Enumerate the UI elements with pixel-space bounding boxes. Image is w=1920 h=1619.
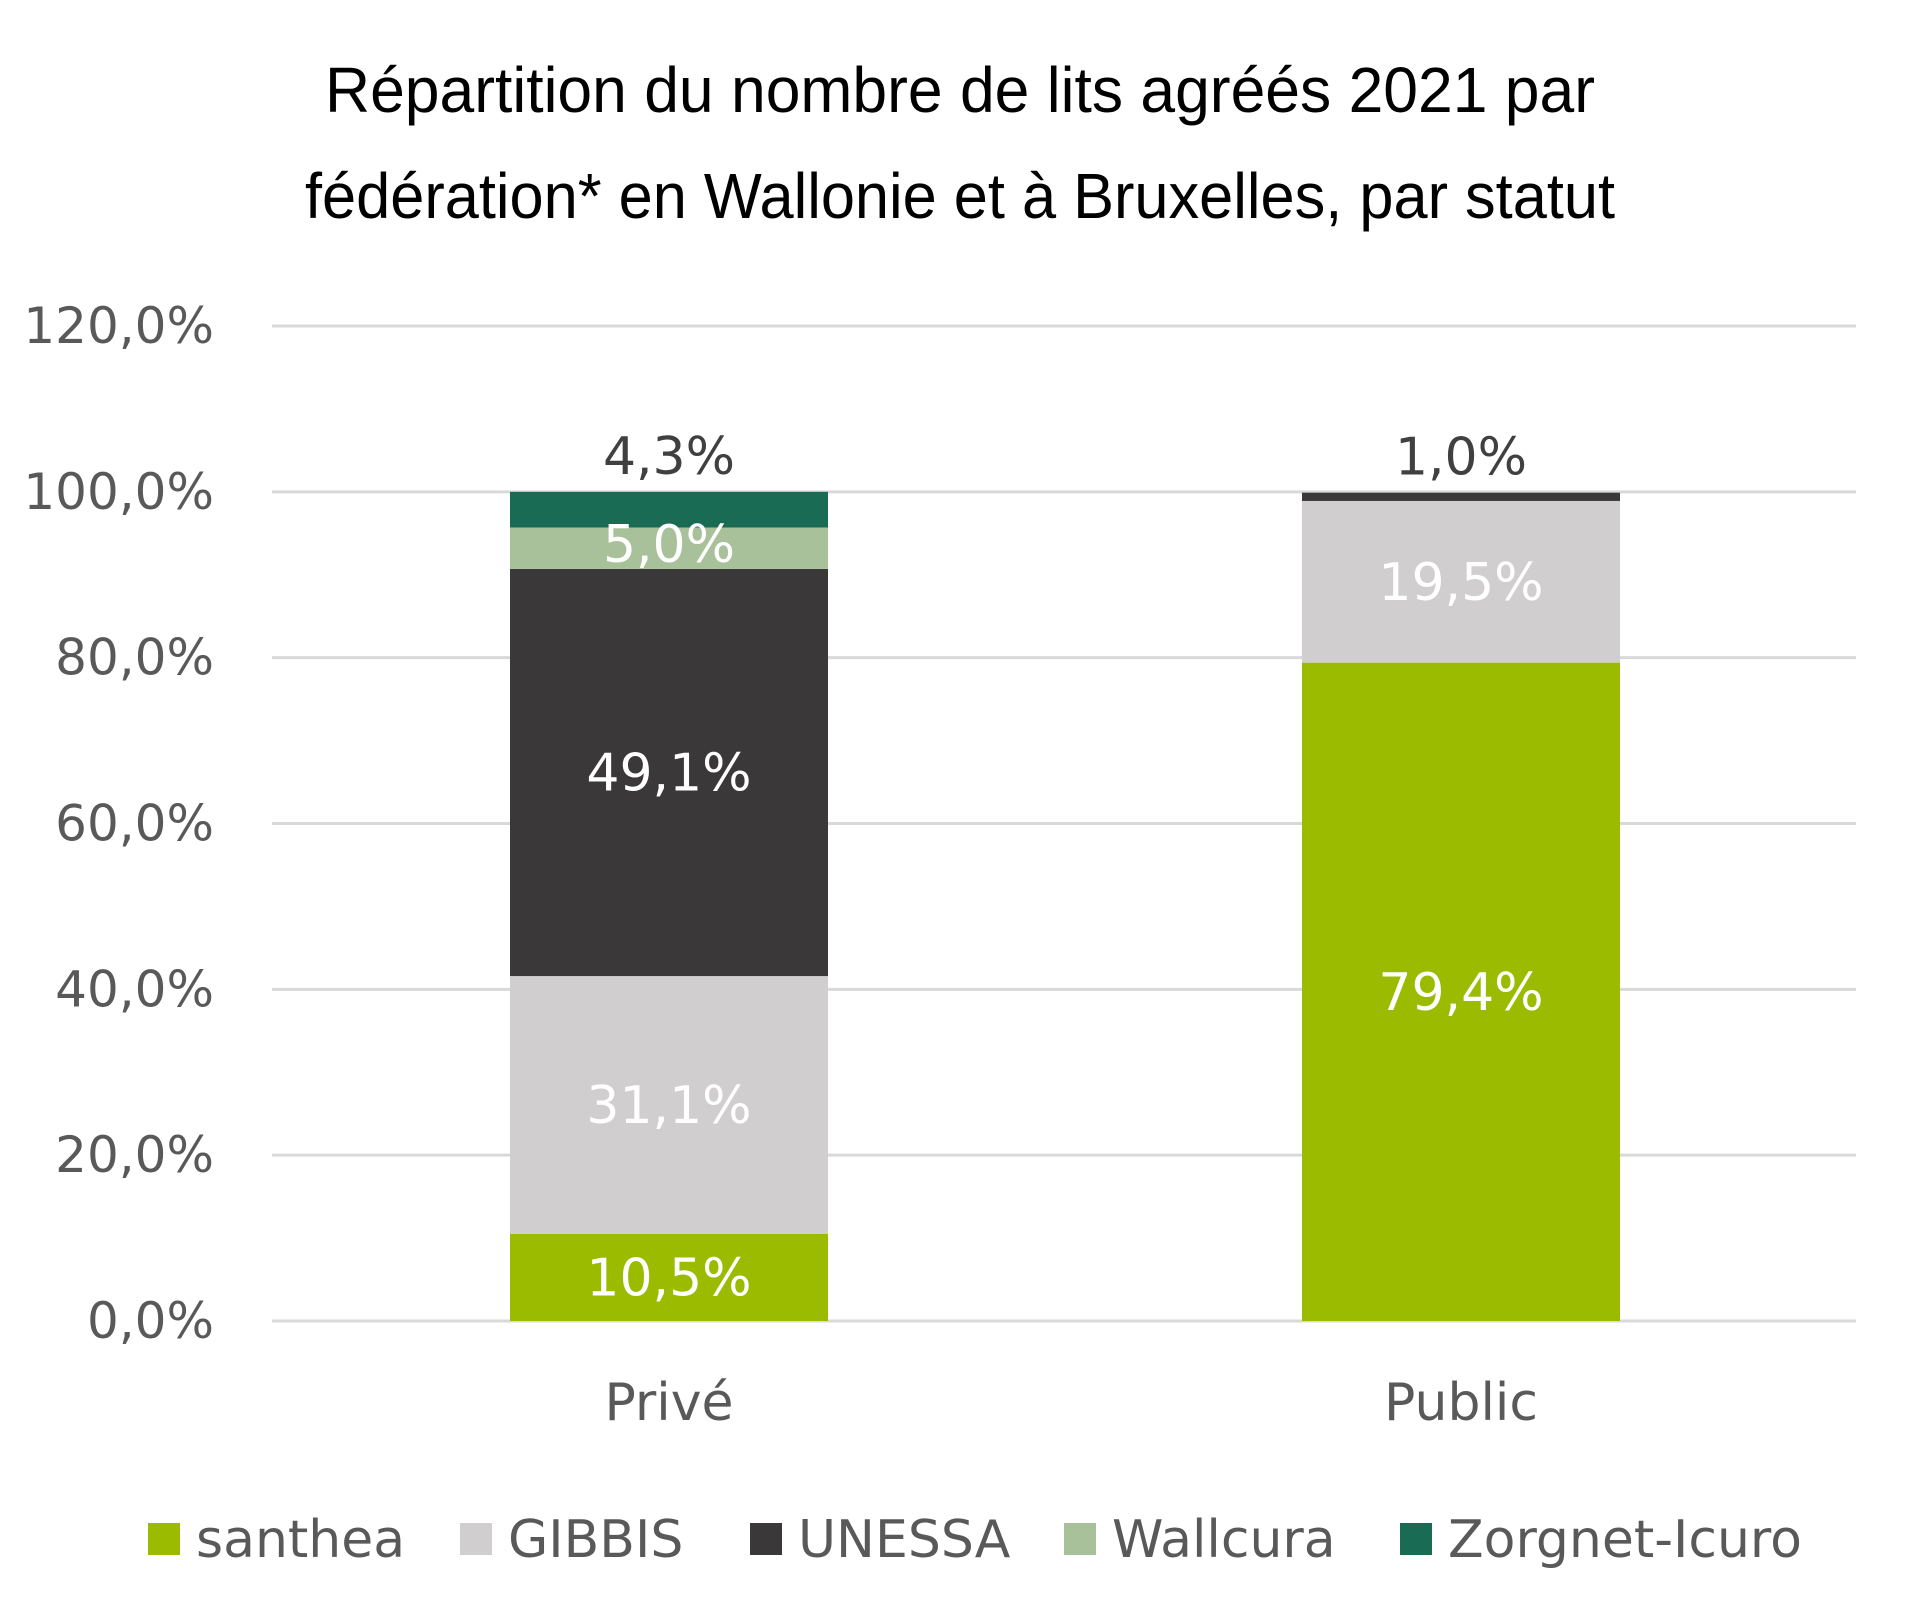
bar-segment-gibbis-0	[510, 976, 828, 1234]
x-axis-category-labels: Privé Public	[604, 1373, 1537, 1433]
data-label-wallcura-0: 5,0%	[603, 515, 735, 575]
data-label-santhea-0: 10,5%	[586, 1248, 751, 1308]
bars	[510, 491, 1620, 1321]
data-label-unessa-1: 1,0%	[1395, 428, 1527, 488]
legend-label-santhea: santhea	[196, 1510, 405, 1570]
chart-title-line-1: Répartition du nombre de lits agréés 202…	[325, 54, 1595, 126]
chart-title: Répartition du nombre de lits agréés 202…	[305, 54, 1615, 232]
legend-label-unessa: UNESSA	[798, 1510, 1011, 1570]
legend: santhea GIBBIS UNESSA Wallcura Zorgnet-Icuro	[148, 1510, 1802, 1570]
bar-segment-wallcura-0	[510, 527, 828, 569]
y-tick-label-2: 40,0%	[55, 960, 214, 1018]
bar-segment-unessa-1	[1302, 492, 1620, 501]
chart-title-line-2: fédération* en Wallonie et à Bruxelles, …	[305, 160, 1615, 232]
legend-label-zorgnet-icuro: Zorgnet-Icuro	[1448, 1510, 1802, 1570]
y-tick-label-1: 20,0%	[55, 1126, 214, 1184]
legend-swatch-wallcura	[1064, 1523, 1096, 1555]
y-tick-label-0: 0,0%	[87, 1292, 214, 1350]
y-tick-label-4: 80,0%	[55, 629, 214, 687]
y-tick-label-5: 100,0%	[23, 463, 214, 521]
bar-segment-zorgnet-icuro-0	[510, 491, 828, 528]
legend-swatch-unessa	[750, 1523, 782, 1555]
y-tick-label-6: 120,0%	[23, 297, 214, 355]
x-category-label-0: Privé	[604, 1373, 733, 1433]
data-label-gibbis-0: 31,1%	[586, 1076, 751, 1136]
legend-swatch-santhea	[148, 1523, 180, 1555]
bar-segment-santhea-1	[1302, 662, 1620, 1321]
bar-segment-unessa-0	[510, 568, 828, 977]
y-tick-label-3: 60,0%	[55, 795, 214, 853]
legend-swatch-gibbis	[460, 1523, 492, 1555]
bar-segment-gibbis-1	[1302, 500, 1620, 663]
x-category-label-1: Public	[1384, 1373, 1538, 1433]
data-label-santhea-1: 79,4%	[1378, 963, 1543, 1023]
legend-label-wallcura: Wallcura	[1112, 1510, 1336, 1570]
legend-swatch-zorgnet-icuro	[1400, 1523, 1432, 1555]
data-labels: 10,5% 31,1% 49,1% 5,0% 4,3% 79,4% 19,5% 1,0%	[586, 427, 1543, 1309]
data-label-unessa-0: 49,1%	[586, 744, 751, 804]
y-axis-tick-labels: 0,0% 20,0% 40,0% 60,0% 80,0% 100,0% 120,0%	[23, 297, 214, 1350]
data-label-gibbis-1: 19,5%	[1378, 553, 1543, 613]
data-label-zorgnet-icuro-0: 4,3%	[603, 427, 735, 487]
legend-label-gibbis: GIBBIS	[508, 1510, 683, 1570]
bar-segment-santhea-0	[510, 1233, 828, 1321]
